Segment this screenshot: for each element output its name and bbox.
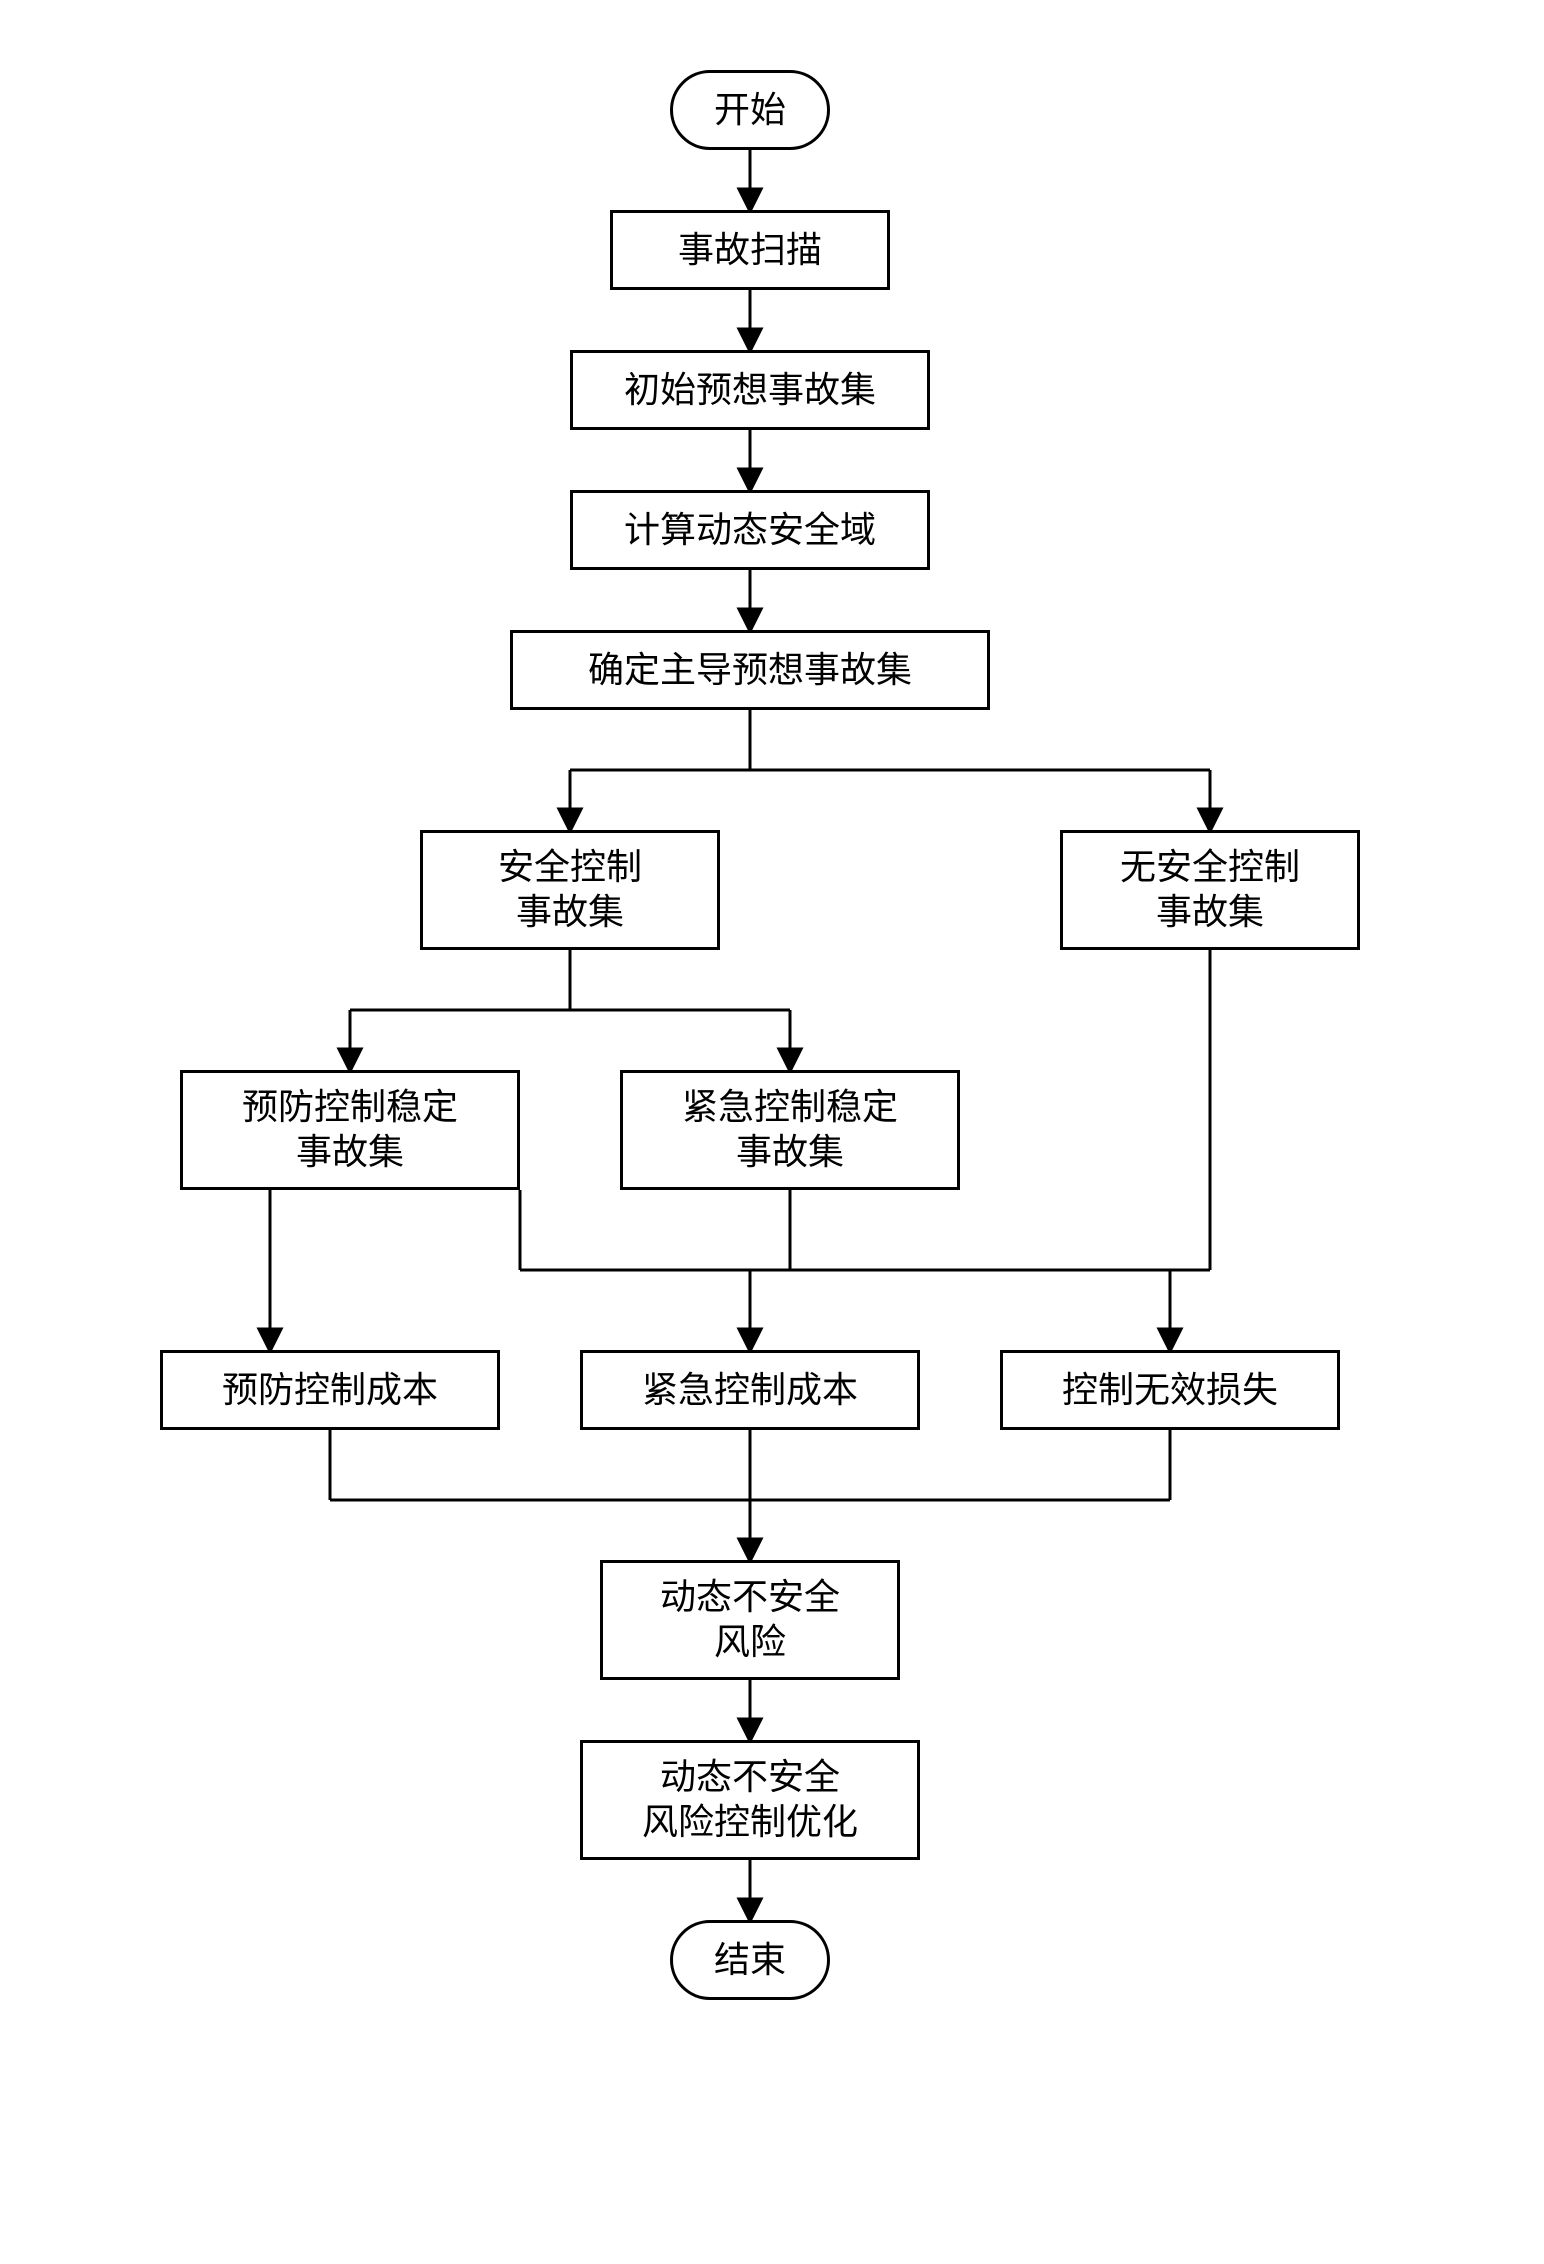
node-end-label: 结束 <box>714 1938 786 1983</box>
node-determine-dominant-set: 确定主导预想事故集 <box>510 630 990 710</box>
node-prevent-cost: 预防控制成本 <box>160 1350 500 1430</box>
node-start-label: 开始 <box>714 88 786 133</box>
node-label: 控制无效损失 <box>1062 1368 1278 1413</box>
node-start: 开始 <box>670 70 830 150</box>
node-label: 紧急控制稳定 事故集 <box>682 1085 898 1175</box>
node-label: 确定主导预想事故集 <box>588 648 912 693</box>
node-label: 预防控制成本 <box>222 1368 438 1413</box>
node-prevent-stable-set: 预防控制稳定 事故集 <box>180 1070 520 1190</box>
node-end: 结束 <box>670 1920 830 2000</box>
node-label: 计算动态安全域 <box>624 508 876 553</box>
node-accident-scan: 事故扫描 <box>610 210 890 290</box>
node-no-safe-control-set: 无安全控制 事故集 <box>1060 830 1360 950</box>
node-label: 动态不安全 风险控制优化 <box>642 1755 858 1845</box>
node-label: 动态不安全 风险 <box>660 1575 840 1665</box>
node-label: 安全控制 事故集 <box>498 845 642 935</box>
node-dynamic-insecurity-risk: 动态不安全 风险 <box>600 1560 900 1680</box>
node-risk-control-optimize: 动态不安全 风险控制优化 <box>580 1740 920 1860</box>
node-safe-control-set: 安全控制 事故集 <box>420 830 720 950</box>
node-compute-dsr: 计算动态安全域 <box>570 490 930 570</box>
node-label: 事故扫描 <box>678 228 822 273</box>
node-ineffective-loss: 控制无效损失 <box>1000 1350 1340 1430</box>
node-label: 紧急控制成本 <box>642 1368 858 1413</box>
node-label: 无安全控制 事故集 <box>1120 845 1300 935</box>
node-emergency-stable-set: 紧急控制稳定 事故集 <box>620 1070 960 1190</box>
node-initial-contingency-set: 初始预想事故集 <box>570 350 930 430</box>
node-emergency-cost: 紧急控制成本 <box>580 1350 920 1430</box>
node-label: 预防控制稳定 事故集 <box>242 1085 458 1175</box>
flowchart-canvas: 开始 事故扫描 初始预想事故集 计算动态安全域 确定主导预想事故集 安全控制 事… <box>0 0 1544 2264</box>
node-label: 初始预想事故集 <box>624 368 876 413</box>
